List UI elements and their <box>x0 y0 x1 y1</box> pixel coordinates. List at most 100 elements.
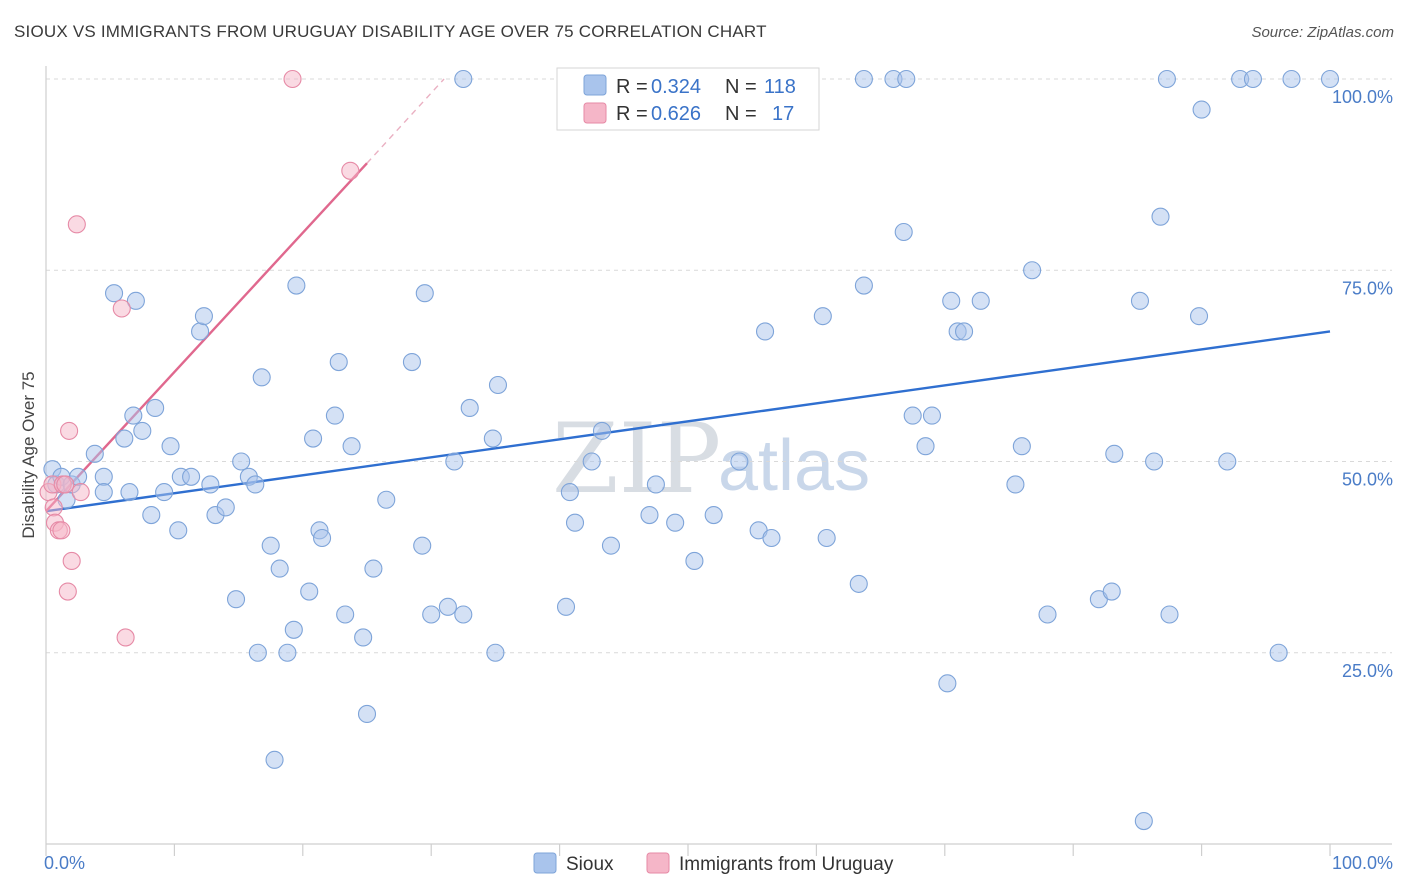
point-sioux-74 <box>704 505 723 525</box>
point-sioux-42 <box>313 528 332 548</box>
y-axis-label: Disability Age Over 75 <box>19 371 38 538</box>
legend-r-value-uruguay: 0.626 <box>651 103 701 125</box>
legend-swatch-sioux <box>583 74 607 96</box>
point-sioux-49 <box>364 559 383 578</box>
point-sioux-35 <box>270 559 289 578</box>
bottom-legend-swatch-uruguay <box>646 852 670 874</box>
point-sioux-27 <box>226 590 246 609</box>
point-sioux-44 <box>329 352 348 372</box>
point-sioux-26 <box>216 498 235 517</box>
point-sioux-88 <box>922 406 942 425</box>
point-sioux-61 <box>486 643 505 662</box>
point-sioux-17 <box>155 483 174 502</box>
y-tick-label-50: 50.0% <box>1342 470 1393 490</box>
point-sioux-14 <box>133 421 152 440</box>
point-sioux-51 <box>402 352 421 372</box>
grid-lines <box>46 78 1392 654</box>
point-sioux-11 <box>120 483 139 502</box>
point-sioux-19 <box>169 521 188 540</box>
point-sioux-38 <box>287 276 306 295</box>
point-sioux-71 <box>646 475 665 494</box>
legend-r-label-uruguay: R = <box>616 103 648 125</box>
point-sioux-93 <box>955 322 974 341</box>
point-sioux-94 <box>971 291 990 310</box>
legend-n-value-uruguay: 17 <box>772 103 794 125</box>
point-sioux-36 <box>278 643 297 662</box>
point-sioux-15 <box>142 505 161 525</box>
point-sioux-86 <box>894 222 913 242</box>
point-sioux-102 <box>1130 291 1150 310</box>
point-uruguay-12 <box>71 483 90 502</box>
point-sioux-106 <box>1157 69 1176 89</box>
point-sioux-65 <box>565 513 585 532</box>
point-sioux-73 <box>685 551 704 571</box>
tick-labels: 25.0% 50.0% 75.0% 100.0% 0.0% 100.0% <box>44 87 1393 873</box>
point-sioux-56 <box>445 452 464 471</box>
point-sioux-109 <box>1192 100 1211 119</box>
point-sioux-37 <box>284 620 303 639</box>
point-sioux-58 <box>454 605 473 624</box>
y-tick-label-75: 75.0% <box>1342 278 1393 298</box>
point-sioux-9 <box>105 284 124 303</box>
point-sioux-50 <box>377 490 396 509</box>
point-sioux-63 <box>556 597 576 616</box>
legend-r-value-sioux: 0.324 <box>651 76 701 98</box>
legend-r-label-sioux: R = <box>616 76 648 98</box>
point-sioux-81 <box>849 574 868 593</box>
point-sioux-64 <box>560 483 579 502</box>
point-sioux-34 <box>265 750 284 769</box>
point-sioux-21 <box>182 467 201 486</box>
point-sioux-55 <box>438 597 457 616</box>
point-sioux-33 <box>261 536 280 555</box>
point-sioux-39 <box>300 582 319 601</box>
point-sioux-96 <box>1012 437 1031 456</box>
legend-n-label-uruguay: N = <box>725 103 757 125</box>
point-sioux-113 <box>1269 643 1288 662</box>
point-sioux-82 <box>854 276 873 295</box>
point-sioux-95 <box>1006 475 1025 494</box>
point-sioux-103 <box>1134 811 1153 831</box>
point-sioux-24 <box>201 475 220 494</box>
point-sioux-100 <box>1102 582 1121 601</box>
point-sioux-13 <box>126 291 145 310</box>
point-sioux-115 <box>1320 69 1340 89</box>
point-sioux-59 <box>460 398 479 418</box>
point-sioux-43 <box>325 406 344 425</box>
point-sioux-7 <box>94 467 113 486</box>
point-sioux-72 <box>666 513 685 532</box>
bottom-legend-label-uruguay: Immigrants from Uruguay <box>679 854 894 875</box>
point-sioux-68 <box>601 536 621 555</box>
point-sioux-78 <box>762 528 781 548</box>
chart-title: SIOUX VS IMMIGRANTS FROM URUGUAY DISABIL… <box>14 22 767 41</box>
point-uruguay-7 <box>56 475 75 494</box>
point-sioux-53 <box>415 284 434 303</box>
point-uruguay-16 <box>283 69 302 89</box>
point-sioux-16 <box>146 398 165 418</box>
y-tick-label-25: 25.0% <box>1342 661 1393 681</box>
point-sioux-54 <box>422 605 441 624</box>
point-sioux-6 <box>85 444 104 463</box>
point-sioux-110 <box>1218 452 1237 471</box>
point-sioux-52 <box>413 536 432 555</box>
point-sioux-107 <box>1160 605 1179 624</box>
point-sioux-83 <box>854 69 873 89</box>
x-tick-label-100: 100.0% <box>1332 853 1393 873</box>
x-tick-label-0: 0.0% <box>44 853 85 873</box>
point-sioux-40 <box>304 429 323 448</box>
trend-line-uruguay-extension <box>366 78 445 164</box>
point-uruguay-5 <box>52 521 71 540</box>
point-sioux-28 <box>232 452 251 471</box>
point-sioux-18 <box>161 437 180 456</box>
point-uruguay-2 <box>44 498 63 517</box>
point-sioux-97 <box>1023 261 1042 280</box>
point-uruguay-10 <box>62 551 81 571</box>
point-sioux-46 <box>342 437 361 456</box>
point-uruguay-15 <box>341 161 360 180</box>
legend-top: R = 0.324 N = 118 R = 0.626 N = 17 <box>556 67 820 131</box>
source-label: Source: ZipAtlas.com <box>1251 24 1394 41</box>
legend-bottom: Sioux Immigrants from Uruguay <box>533 852 894 875</box>
point-sioux-114 <box>1282 69 1301 89</box>
point-sioux-80 <box>817 528 836 548</box>
point-sioux-67 <box>592 421 612 440</box>
